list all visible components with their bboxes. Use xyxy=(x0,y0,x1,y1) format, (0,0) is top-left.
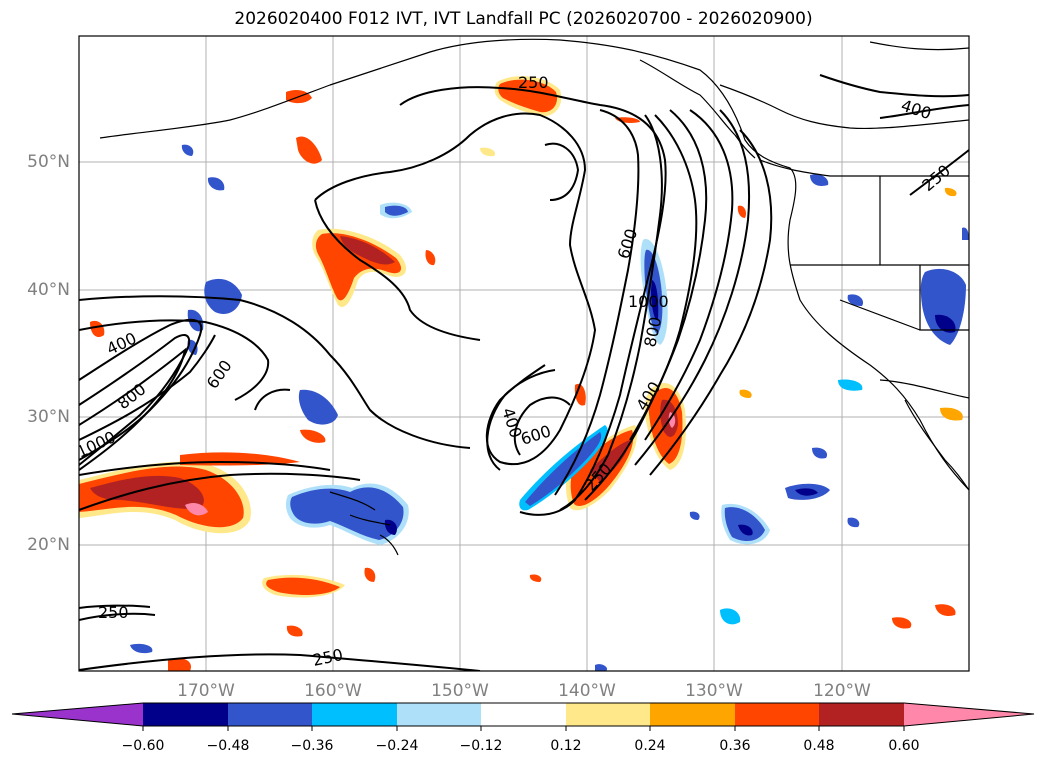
colorbar xyxy=(11,702,1035,731)
colorbar-swatch xyxy=(143,703,228,726)
lat-label: 20°N xyxy=(27,535,70,555)
colorbar-tick-label: −0.60 xyxy=(121,738,165,754)
map-frame xyxy=(78,35,970,672)
colorbar-tick-label: −0.12 xyxy=(459,738,503,754)
colorbar-extend-low xyxy=(12,703,143,726)
lon-label: 120°W xyxy=(813,681,871,701)
ivt-contours xyxy=(79,74,969,671)
contour-label: 250 xyxy=(98,603,129,622)
lat-label: 50°N xyxy=(27,152,70,172)
map-background xyxy=(79,36,969,671)
lon-label: 140°W xyxy=(558,681,616,701)
lat-label: 40°N xyxy=(27,280,70,300)
contour-label: 1000 xyxy=(628,292,669,311)
colorbar-tick-label: 0.24 xyxy=(634,738,666,754)
negative-anomaly-patches xyxy=(130,144,969,671)
colorbar-extend-high xyxy=(904,703,1034,726)
colorbar-tick-label: 0.12 xyxy=(550,738,582,754)
lon-label: 170°W xyxy=(177,681,235,701)
colorbar-tick-label: −0.24 xyxy=(375,738,419,754)
graticule xyxy=(79,36,969,671)
colorbar-swatch xyxy=(228,703,312,726)
colorbar-tick-label: 0.36 xyxy=(719,738,751,754)
colorbar-tick-label: 0.48 xyxy=(803,738,835,754)
figure-title: 2026020400 F012 IVT, IVT Landfall PC (20… xyxy=(234,9,813,29)
coastlines xyxy=(99,38,969,556)
colorbar-tick-label: −0.48 xyxy=(206,738,250,754)
colorbar-swatch xyxy=(566,703,650,726)
colorbar-tick-label: 0.60 xyxy=(888,738,920,754)
lon-label: 130°W xyxy=(685,681,743,701)
colorbar-swatch xyxy=(312,703,397,726)
lon-label: 150°W xyxy=(431,681,489,701)
lat-label: 30°N xyxy=(27,407,70,427)
lon-label: 160°W xyxy=(304,681,362,701)
colorbar-swatch xyxy=(650,703,735,726)
contour-label: 250 xyxy=(518,73,549,92)
map-content: 250 400 250 600 1000 800 400 250 400 600… xyxy=(79,36,969,671)
colorbar-swatch xyxy=(735,703,819,726)
colorbar-swatch xyxy=(819,703,904,726)
colorbar-swatch xyxy=(397,703,481,726)
colorbar-swatch xyxy=(481,703,566,726)
positive-anomaly-patches xyxy=(79,76,963,671)
colorbar-tick-label: −0.36 xyxy=(290,738,334,754)
